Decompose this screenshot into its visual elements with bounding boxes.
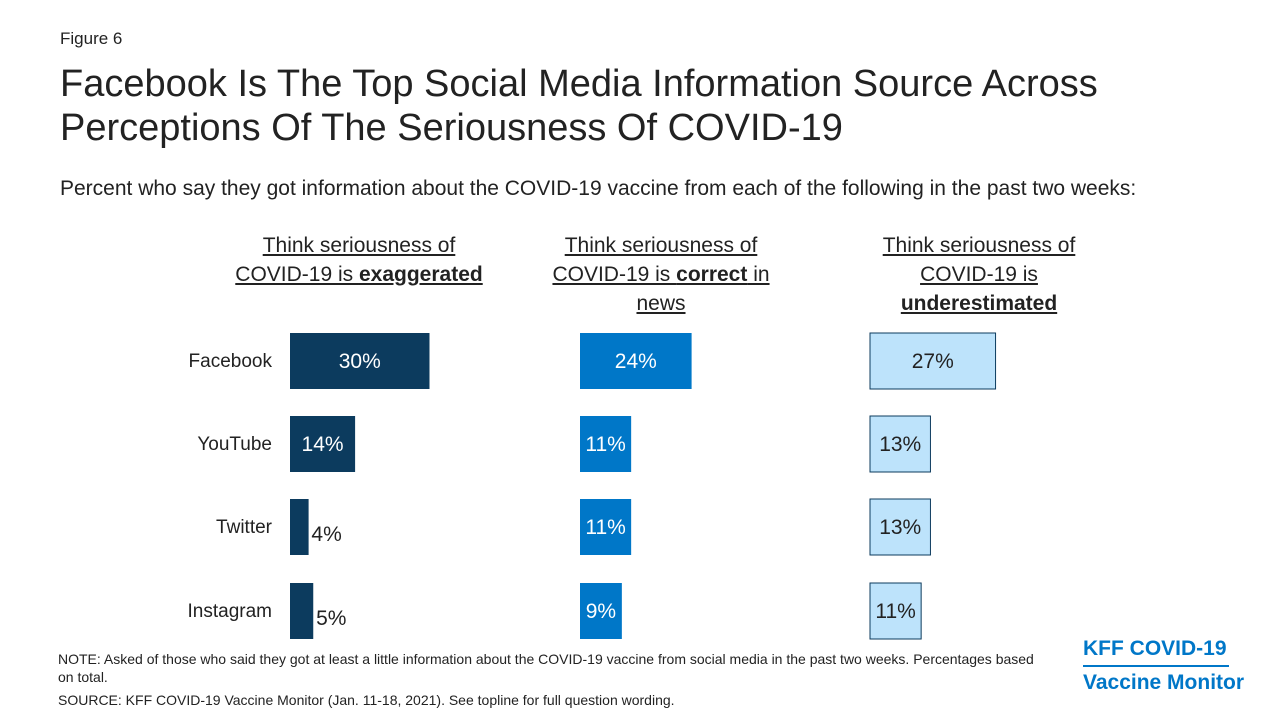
data-label: 11% bbox=[875, 600, 915, 623]
bar-exaggerated-youtube bbox=[290, 416, 356, 472]
bar-correct-instagram bbox=[580, 583, 622, 639]
chart-source: SOURCE: KFF COVID-19 Vaccine Monitor (Ja… bbox=[58, 692, 675, 708]
bar-correct-youtube bbox=[580, 416, 632, 472]
bar-exaggerated-instagram bbox=[290, 583, 314, 639]
column-header-text: in news bbox=[636, 263, 770, 315]
data-label: 27% bbox=[912, 350, 954, 373]
chart-subtitle: Percent who say they got information abo… bbox=[60, 177, 1137, 200]
data-label: 11% bbox=[585, 516, 625, 539]
bar-underestimated-instagram bbox=[869, 582, 922, 640]
column-header-exaggerated: Think seriousness of COVID-19 is exagger… bbox=[229, 231, 489, 289]
data-label: 30% bbox=[339, 350, 381, 373]
column-header-emphasis: exaggerated bbox=[358, 263, 483, 286]
category-label: Facebook bbox=[189, 351, 273, 372]
bar-underestimated-youtube bbox=[869, 415, 931, 473]
chart-title: Facebook Is The Top Social Media Informa… bbox=[60, 63, 1098, 149]
data-label: 4% bbox=[311, 523, 341, 546]
data-label: 24% bbox=[615, 350, 657, 373]
logo-line-1: KFF COVID-19 bbox=[1083, 637, 1227, 660]
column-header-correct: Think seriousness of COVID-19 is correct… bbox=[531, 231, 791, 318]
column-header-emphasis: correct bbox=[676, 263, 748, 286]
bar-correct-twitter bbox=[580, 499, 632, 555]
category-label: Instagram bbox=[188, 601, 272, 622]
column-header-emphasis: underestimated bbox=[900, 292, 1058, 315]
logo-line-2: Vaccine Monitor bbox=[1083, 671, 1245, 694]
bar-underestimated-twitter bbox=[869, 498, 931, 556]
category-label: Twitter bbox=[216, 517, 273, 538]
column-header-text: Think seriousness of COVID-19 is bbox=[552, 234, 758, 286]
bar-correct-facebook bbox=[580, 333, 692, 389]
category-label: YouTube bbox=[197, 434, 272, 455]
kff-logo: KFF COVID-19 Vaccine Monitor bbox=[1083, 636, 1253, 696]
bar-exaggerated-twitter bbox=[290, 499, 309, 555]
data-label: 13% bbox=[879, 433, 921, 456]
data-label: 11% bbox=[585, 433, 625, 456]
column-header-underestimated: Think seriousness of COVID-19 is underes… bbox=[849, 231, 1109, 318]
logo-divider bbox=[1083, 665, 1229, 667]
figure-label: Figure 6 bbox=[60, 29, 123, 48]
column-header-text: Think seriousness of COVID-19 is bbox=[882, 234, 1076, 286]
data-label: 14% bbox=[302, 433, 344, 456]
bar-underestimated-facebook bbox=[869, 332, 997, 390]
bar-exaggerated-facebook bbox=[290, 333, 430, 389]
column-header-text: Think seriousness of COVID-19 is bbox=[235, 234, 456, 286]
data-label: 9% bbox=[586, 600, 616, 623]
chart-note: NOTE: Asked of those who said they got a… bbox=[58, 651, 1034, 685]
data-label: 13% bbox=[879, 516, 921, 539]
data-label: 5% bbox=[316, 607, 346, 630]
